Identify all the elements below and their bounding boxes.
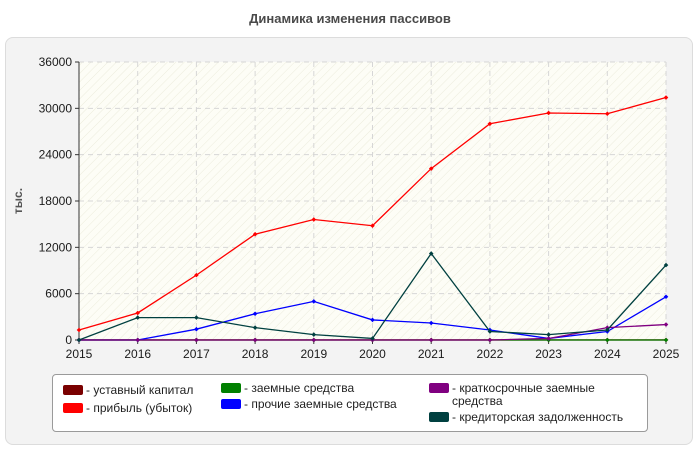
x-tick-label: 2017	[183, 347, 210, 361]
y-tick-label: 30000	[39, 101, 73, 115]
x-tick-label: 2024	[594, 347, 621, 361]
data-point	[252, 231, 258, 237]
data-point	[663, 294, 669, 300]
data-point	[76, 337, 82, 343]
legend-swatch	[221, 399, 241, 409]
legend-item-profit: - прибыль (убыток)	[63, 402, 192, 415]
data-point	[194, 326, 199, 332]
legend-label: - заемные средства	[244, 381, 355, 395]
data-point	[428, 166, 434, 171]
y-axis-label: тыс.	[11, 188, 25, 214]
legend-label: - кредиторская задолженность	[452, 410, 624, 424]
data-point	[605, 327, 610, 333]
chart-legend: - уставный капитал - прибыль (убыток) - …	[52, 374, 648, 432]
data-point	[663, 95, 669, 100]
x-tick-label: 2019	[300, 347, 327, 361]
x-tick-label: 2023	[535, 347, 562, 361]
chart-title: Динамика изменения пассивов	[249, 11, 451, 26]
y-tick-label: 18000	[39, 194, 73, 208]
data-point	[546, 110, 551, 116]
y-tick-label: 12000	[39, 240, 73, 254]
data-point	[428, 337, 434, 343]
data-point	[428, 320, 434, 326]
data-point	[370, 223, 375, 229]
legend-item-other-borrowed-funds: - прочие заемные средства	[221, 398, 397, 411]
x-tick-label: 2021	[418, 347, 445, 361]
legend-swatch	[221, 383, 241, 393]
data-point	[311, 299, 317, 304]
legend-item-charter-capital: - уставный капитал	[63, 384, 193, 397]
data-point	[252, 325, 258, 330]
data-point	[135, 310, 140, 316]
legend-label: - краткосрочные заемные средства	[452, 381, 595, 408]
data-point	[663, 262, 669, 268]
data-point	[663, 322, 669, 327]
legend-swatch	[429, 383, 449, 393]
data-point	[487, 121, 493, 127]
legend-label: - уставный капитал	[86, 383, 194, 397]
data-point	[252, 311, 258, 317]
legend-swatch	[429, 412, 449, 422]
data-point	[311, 337, 317, 343]
data-point	[370, 336, 375, 341]
legend-label: - прочие заемные средства	[244, 397, 397, 411]
data-point	[135, 337, 140, 343]
data-point	[370, 317, 375, 323]
data-point	[194, 337, 199, 343]
x-tick-label: 2025	[653, 347, 680, 361]
legend-item-accounts-payable: - кредиторская задолженность	[429, 411, 623, 424]
data-point	[663, 337, 669, 343]
x-tick-label: 2022	[477, 347, 504, 361]
legend-swatch	[63, 403, 83, 413]
data-point	[194, 315, 199, 320]
data-point	[135, 315, 140, 320]
data-point	[605, 111, 610, 117]
legend-item-short-term-borrowings: - краткосрочные заемные средства	[429, 382, 634, 408]
y-tick-label: 36000	[39, 55, 73, 69]
legend-label: - прибыль (убыток)	[86, 401, 193, 415]
x-tick-label: 2016	[124, 347, 151, 361]
data-point	[428, 251, 434, 256]
data-point	[311, 332, 317, 337]
legend-item-borrowed-funds: - заемные средства	[221, 382, 354, 395]
legend-swatch	[63, 385, 83, 395]
x-tick-label: 2018	[242, 347, 269, 361]
y-tick-label: 0	[65, 333, 72, 347]
data-point	[546, 336, 551, 341]
data-point	[487, 337, 493, 343]
y-tick-label: 6000	[45, 287, 72, 301]
data-point	[311, 217, 317, 222]
data-point	[605, 337, 610, 343]
data-point	[194, 272, 199, 278]
data-point	[487, 329, 493, 334]
data-point	[76, 327, 82, 333]
data-point	[252, 337, 258, 343]
x-tick-label: 2015	[66, 347, 93, 361]
y-tick-label: 24000	[39, 148, 73, 162]
data-point	[546, 332, 551, 337]
x-tick-label: 2020	[359, 347, 386, 361]
